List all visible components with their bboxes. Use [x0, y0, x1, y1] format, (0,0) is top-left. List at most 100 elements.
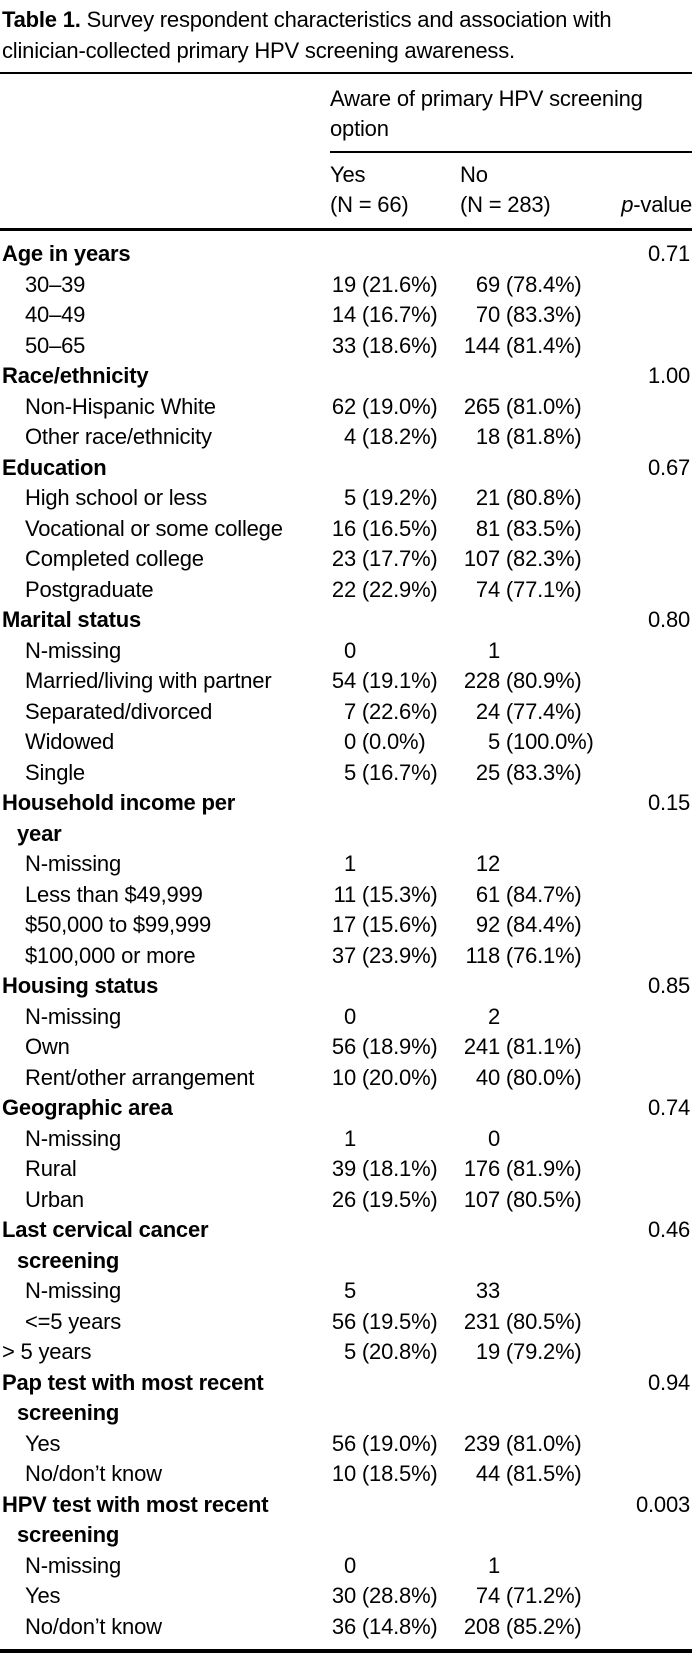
count-value: 1: [487, 637, 500, 663]
empty-header-cell: [0, 152, 330, 231]
pvalue-cell: [608, 300, 692, 331]
table-row: Separated/divorced 7 (22.6%) 24 (77.4%): [0, 697, 692, 728]
yes-cell: 33 (18.6%): [330, 331, 460, 362]
table-row: Other race/ethnicity 4 (18.2%) 18 (81.8%): [0, 422, 692, 453]
no-cell: 70 (83.3%): [460, 300, 608, 331]
count-value: 14: [331, 302, 356, 327]
count-value: 5: [343, 1339, 356, 1364]
count-value: 0: [343, 1552, 356, 1578]
percent-value: (80.9%): [505, 668, 582, 693]
count-value: 5: [343, 759, 356, 785]
row-label: Yes: [25, 1583, 61, 1608]
row-label: Non-Hispanic White: [25, 393, 216, 419]
pvalue-cell: [608, 270, 692, 301]
table-row: Race/ethnicity 1.00: [0, 361, 692, 392]
count-value: 5: [343, 1278, 356, 1303]
count-value: 44: [475, 1461, 500, 1486]
yes-cell: 0: [330, 1002, 460, 1033]
percent-value: (80.5%): [505, 1186, 582, 1212]
no-cell: 12: [460, 849, 608, 880]
spanner-row: Aware of primary HPV screening option: [0, 73, 692, 153]
percent-value: (82.3%): [505, 546, 582, 571]
row-label: Own: [25, 1034, 70, 1059]
row-label: Household income per year: [2, 790, 236, 846]
row-label: Less than $49,999: [25, 881, 203, 907]
no-cell: 176 (81.9%): [460, 1154, 608, 1185]
table-row: N-missing 0 2: [0, 1002, 692, 1033]
percent-value: (18.9%): [361, 1034, 438, 1059]
percent-value: (0.0%): [361, 729, 426, 754]
row-label: Rural: [25, 1156, 77, 1181]
row-label: Vocational or some college: [25, 515, 283, 541]
no-cell: [460, 971, 608, 1002]
count-value: 18: [475, 424, 500, 449]
table-row: Housing status 0.85: [0, 971, 692, 1002]
count-value: 70: [475, 302, 500, 327]
table-row: 30–39 19 (21.6%) 69 (78.4%): [0, 270, 692, 301]
table-title: Table 1. Survey respondent characteristi…: [0, 0, 692, 66]
table-row: N-missing 1 12: [0, 849, 692, 880]
count-value: 5: [487, 729, 500, 754]
no-cell: 1: [460, 1551, 608, 1582]
yes-cell: 10 (18.5%): [330, 1459, 460, 1490]
row-label: $50,000 to $99,999: [25, 912, 212, 937]
percent-value: (18.2%): [361, 424, 438, 449]
row-label: N-missing: [25, 1003, 121, 1029]
pvalue-cell: [608, 1002, 692, 1033]
count-value: 239: [463, 1430, 500, 1456]
no-cell: 2: [460, 1002, 608, 1033]
percent-value: (23.9%): [361, 942, 438, 968]
table-row: N-missing 1 0: [0, 1124, 692, 1155]
table-row: No/don’t know 36 (14.8%) 208 (85.2%): [0, 1612, 692, 1652]
pvalue-cell: [608, 1307, 692, 1338]
no-cell: 44 (81.5%): [460, 1459, 608, 1490]
row-label: Postgraduate: [25, 576, 154, 602]
table-row: Geographic area 0.74: [0, 1093, 692, 1124]
percent-value: (18.5%): [361, 1461, 438, 1486]
count-value: 23: [331, 546, 356, 571]
count-value: 39: [331, 1156, 356, 1181]
row-label: Last cervical cancer screening: [2, 1217, 209, 1273]
percent-value: (19.1%): [361, 668, 438, 693]
percent-value: (19.5%): [361, 1308, 438, 1334]
table-row: N-missing 5 33: [0, 1276, 692, 1307]
pvalue-cell: [608, 575, 692, 606]
count-value: 92: [475, 912, 500, 937]
yes-cell: 56 (18.9%): [330, 1032, 460, 1063]
yes-cell: 54 (19.1%): [330, 666, 460, 697]
row-label: Race/ethnicity: [2, 363, 149, 388]
row-label: Geographic area: [2, 1095, 173, 1120]
yes-cell: 56 (19.5%): [330, 1307, 460, 1338]
table-number: Table 1.: [2, 7, 81, 32]
count-value: 19: [331, 271, 356, 297]
pvalue-cell: [608, 1154, 692, 1185]
count-value: 17: [331, 912, 356, 937]
table-row: Yes 56 (19.0%) 239 (81.0%): [0, 1429, 692, 1460]
pvalue-cell: 0.71: [648, 241, 691, 266]
table-row: Completed college 23 (17.7%) 107 (82.3%): [0, 544, 692, 575]
pvalue-cell: 0.15: [648, 790, 691, 815]
percent-value: (19.0%): [361, 1430, 438, 1456]
count-value: 21: [475, 485, 500, 510]
pvalue-cell: [608, 1581, 692, 1612]
percent-value: (71.2%): [505, 1583, 582, 1608]
row-label: $100,000 or more: [25, 942, 196, 968]
yes-cell: 39 (18.1%): [330, 1154, 460, 1185]
row-label: High school or less: [25, 485, 208, 510]
table-row: Pap test with most recent screening 0.94: [0, 1368, 692, 1429]
pvalue-cell: 0.94: [648, 1369, 691, 1395]
row-label: Other race/ethnicity: [25, 424, 212, 449]
percent-value: (15.6%): [361, 912, 438, 937]
table-body: Age in years 0.71 30–39 19 (21.6%) 69 (78.4…: [0, 230, 692, 1652]
pvalue-cell: [608, 697, 692, 728]
no-cell: 69 (78.4%): [460, 270, 608, 301]
table-row: Marital status 0.80: [0, 605, 692, 636]
table-row: Rent/other arrangement 10 (20.0%) 40 (80.0…: [0, 1063, 692, 1094]
count-value: 1: [343, 851, 356, 876]
count-value: 24: [475, 698, 500, 724]
yes-cell: 0: [330, 1551, 460, 1582]
no-cell: 118 (76.1%): [460, 941, 608, 972]
pvalue-cell: 0.003: [635, 1491, 691, 1517]
table-row: > 5 years 5 (20.8%) 19 (79.2%): [0, 1337, 692, 1368]
no-cell: [460, 361, 608, 392]
